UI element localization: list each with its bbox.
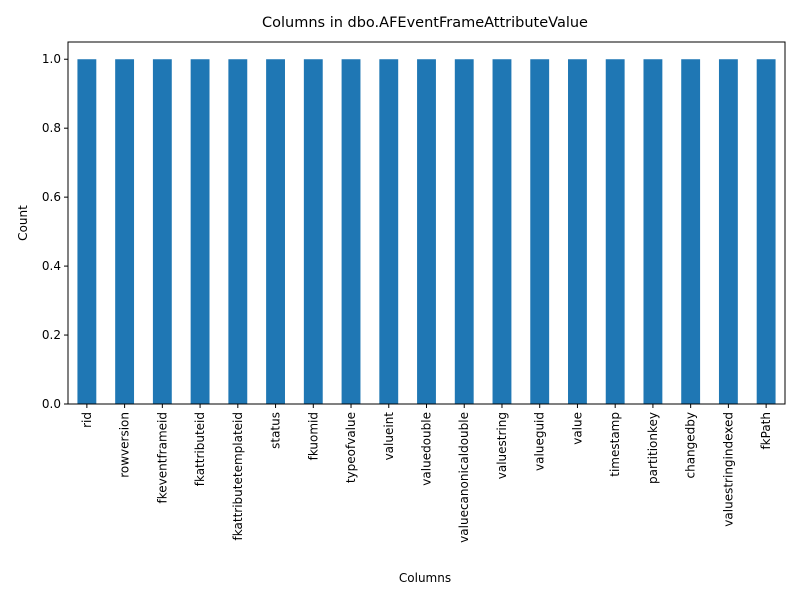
bar-status	[266, 59, 285, 404]
x-tick-label: rowversion	[118, 412, 132, 478]
x-tick-label: fkuomid	[306, 412, 320, 460]
y-tick-label: 0.2	[42, 328, 61, 342]
bar-fkattributetemplateid	[228, 59, 248, 404]
x-tick-label: changedby	[684, 412, 698, 479]
x-tick-label: status	[269, 412, 283, 449]
x-tick-label: valueint	[382, 412, 396, 461]
bar-valueguid	[530, 59, 550, 404]
bar-rid	[77, 59, 97, 404]
x-tick-label: rid	[80, 412, 94, 428]
x-tick-label: fkattributetemplateid	[231, 412, 245, 540]
x-tick-label: timestamp	[608, 412, 622, 477]
x-axis: rid rowversion fkeventframeid fkattributeid…	[80, 404, 773, 543]
x-tick-label: fkeventframeid	[155, 412, 169, 503]
bar-typeofvalue	[341, 59, 361, 404]
x-tick-label: partitionkey	[646, 412, 660, 484]
bars-group	[77, 59, 776, 404]
x-tick-label: fkPath	[759, 412, 773, 450]
bar-valuecanonicaldouble	[454, 59, 474, 404]
bar-fkPath	[756, 59, 776, 404]
bar-timestamp	[605, 59, 625, 404]
chart-title: Columns in dbo.AFEventFrameAttributeValu…	[262, 15, 588, 31]
bar-fkattributeid	[190, 59, 210, 404]
y-tick-label: 0.4	[42, 259, 61, 273]
x-tick-label: value	[570, 412, 584, 445]
bar-partitionkey	[643, 59, 663, 404]
bar-valuedouble	[417, 59, 436, 404]
bar-changedby	[681, 59, 701, 404]
bar-value	[568, 59, 587, 404]
y-tick-label: 0.0	[42, 397, 61, 411]
y-tick-label: 0.8	[42, 121, 61, 135]
x-tick-label: fkattributeid	[193, 412, 207, 486]
bar-valuestring	[492, 59, 512, 404]
bar-fkeventframeid	[152, 59, 172, 404]
x-tick-label: valuedouble	[420, 412, 434, 486]
y-axis-title: Count	[16, 205, 30, 241]
y-axis: 0.0 0.2 0.4 0.6 0.8 1.0	[42, 52, 68, 411]
y-tick-label: 0.6	[42, 190, 61, 204]
bar-fkuomid	[303, 59, 323, 404]
x-tick-label: valuestringindexed	[721, 412, 735, 527]
bar-rowversion	[115, 59, 135, 404]
x-tick-label: valuestring	[495, 412, 509, 479]
bar-valueint	[379, 59, 399, 404]
x-tick-label: valueguid	[533, 412, 547, 471]
x-tick-label: valuecanonicaldouble	[457, 412, 471, 543]
x-tick-label: typeofvalue	[344, 412, 358, 483]
x-axis-title: Columns	[399, 571, 451, 585]
bar-valuestringindexed	[718, 59, 738, 404]
y-tick-label: 1.0	[42, 52, 61, 66]
